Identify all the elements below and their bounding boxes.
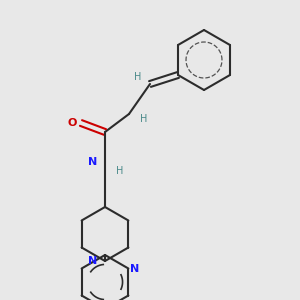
Text: H: H [134, 71, 142, 82]
Text: O: O [67, 118, 77, 128]
Text: H: H [140, 113, 148, 124]
Text: N: N [130, 263, 139, 274]
Text: N: N [88, 157, 98, 167]
Text: N: N [88, 256, 98, 266]
Text: H: H [116, 166, 124, 176]
